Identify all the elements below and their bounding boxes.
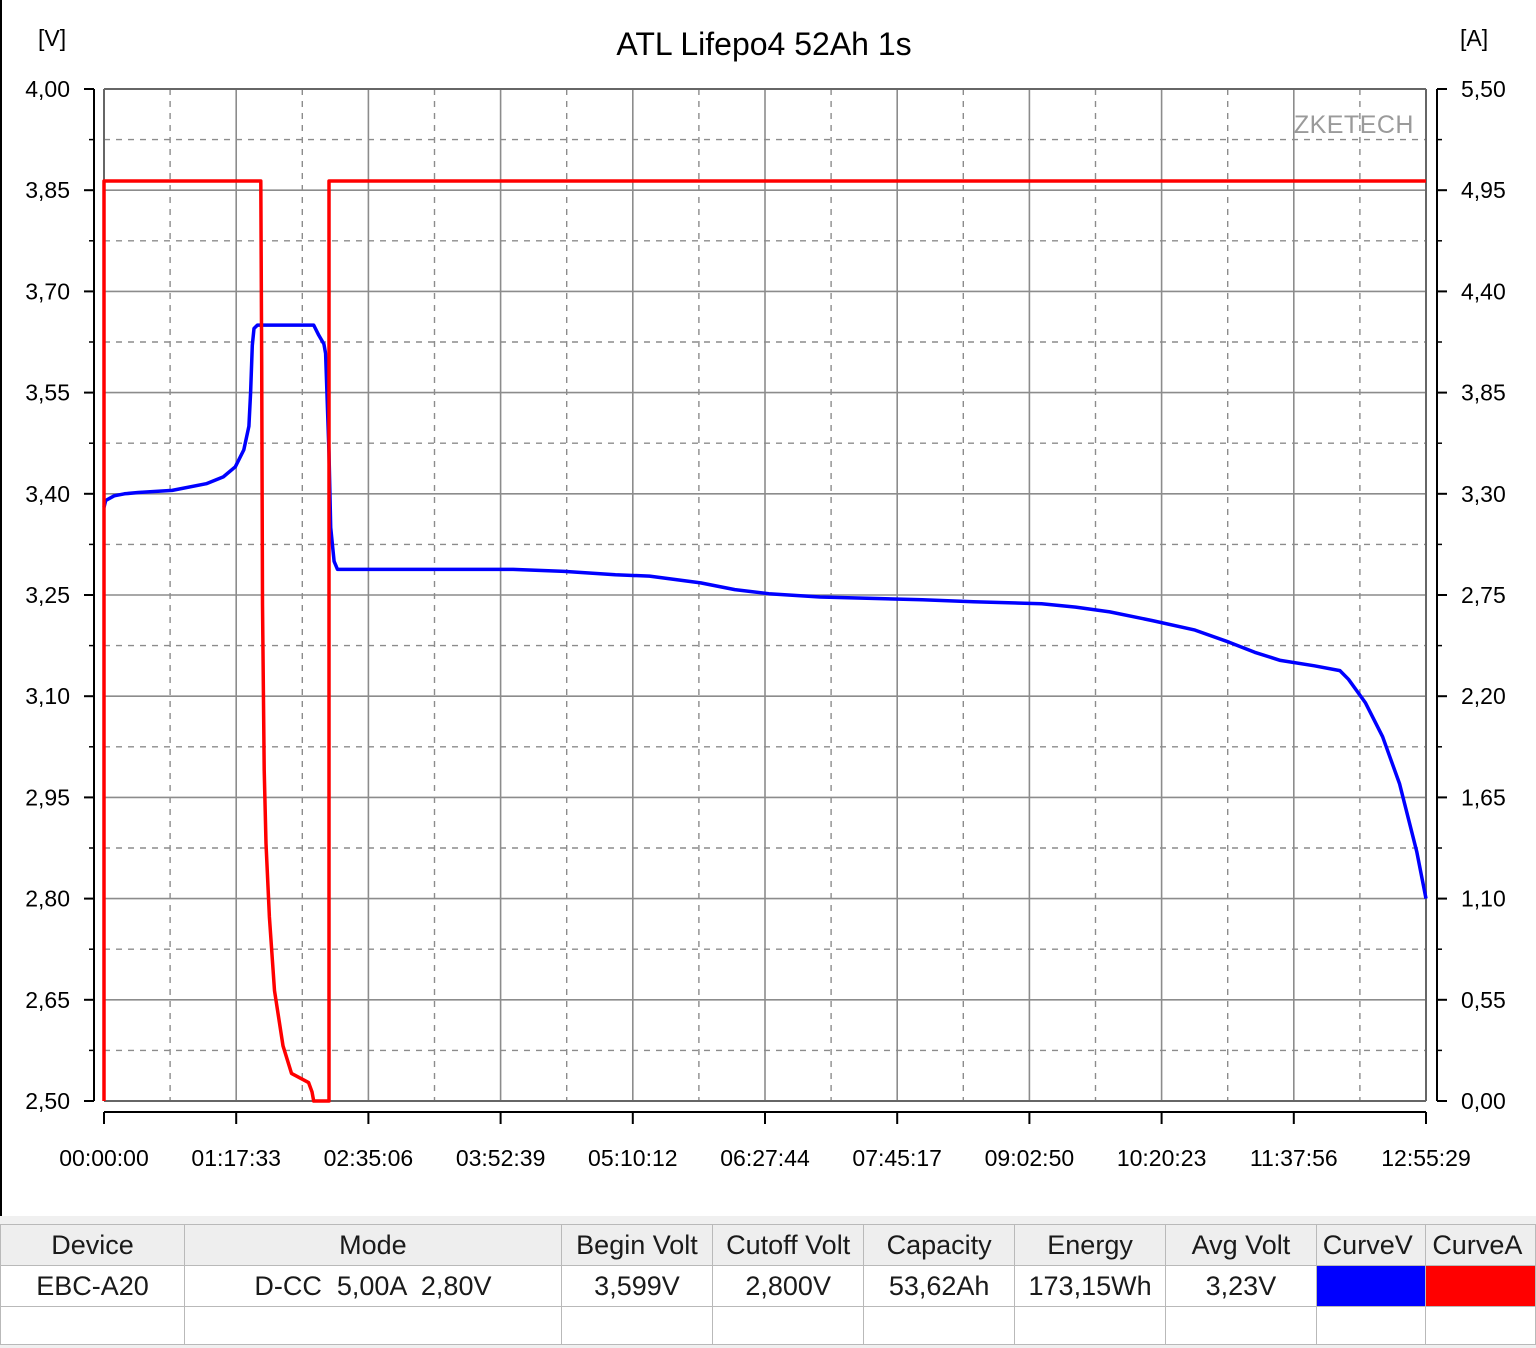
cell-capacity: 53,62Ah (863, 1265, 1015, 1307)
right-tick-label: 1,10 (1461, 886, 1506, 912)
right-tick-label: 0,00 (1461, 1088, 1506, 1114)
empty-cell (183, 1306, 562, 1345)
cell-cutoff-volt: 2,800V (712, 1265, 865, 1307)
left-tick-label: 3,10 (25, 683, 70, 709)
right-tick-label: 2,20 (1461, 683, 1506, 709)
x-tick-label: 07:45:17 (852, 1145, 942, 1171)
cell-energy: 173,15Wh (1013, 1265, 1167, 1307)
empty-cell (712, 1306, 865, 1345)
cell-avg-volt: 3,23V (1165, 1265, 1317, 1307)
left-tick-label: 3,70 (25, 278, 70, 304)
chart-canvas: ATL Lifepo4 52Ah 1s [V] [A] 4,00 5,50 3,85… (25, 25, 1506, 1171)
x-tick-label: 02:35:06 (324, 1145, 414, 1171)
right-tick-label: 3,30 (1461, 481, 1506, 507)
left-tick-label: 3,25 (25, 582, 70, 608)
curve-v-color-swatch[interactable] (1315, 1265, 1427, 1307)
chart-title: ATL Lifepo4 52Ah 1s (616, 26, 911, 62)
series (102, 179, 1428, 1103)
x-tick-label: 05:10:12 (588, 1145, 678, 1171)
x-tick-label: 06:27:44 (720, 1145, 810, 1171)
header-mode[interactable]: Mode (183, 1224, 562, 1266)
x-tick-label: 01:17:33 (191, 1145, 281, 1171)
x-tick-label: 00:00:00 (59, 1145, 149, 1171)
right-axis-unit: [A] (1460, 25, 1488, 51)
summary-panel: Device Mode Begin Volt Cutoff Volt Capac… (0, 1216, 1536, 1348)
window-left-border (0, 0, 2, 1348)
empty-cell (1165, 1306, 1317, 1345)
left-axis-unit: [V] (38, 25, 66, 51)
left-tick-label: 2,95 (25, 784, 70, 810)
right-tick-label: 4,40 (1461, 278, 1506, 304)
empty-cell (0, 1306, 185, 1345)
current-series-line (102, 179, 1426, 1103)
empty-cell (1013, 1306, 1167, 1345)
grid (104, 89, 1426, 1101)
header-avg-volt[interactable]: Avg Volt (1165, 1224, 1317, 1266)
right-tick-label: 3,85 (1461, 380, 1506, 406)
left-tick-label: 2,50 (25, 1088, 70, 1114)
left-tick-label: 2,80 (25, 886, 70, 912)
cell-begin-volt: 3,599V (560, 1265, 714, 1307)
empty-cell (1425, 1306, 1536, 1345)
right-tick-label: 5,50 (1461, 76, 1506, 102)
left-tick-label: 3,85 (25, 177, 70, 203)
header-curve-a[interactable]: CurveA (1425, 1224, 1536, 1266)
header-device[interactable]: Device (0, 1224, 185, 1266)
left-tick-label: 3,55 (25, 380, 70, 406)
x-tick-label: 03:52:39 (456, 1145, 546, 1171)
watermark-label: ZKETECH (1294, 111, 1414, 139)
empty-cell (863, 1306, 1015, 1345)
axes: 4,00 5,50 3,85 4,95 3,70 4,40 3,55 3,85 3,40 3,30… (25, 76, 1506, 1171)
cell-mode: D-CC 5,00A 2,80V (183, 1265, 562, 1307)
empty-cell (560, 1306, 714, 1345)
table-row (0, 1306, 1536, 1345)
x-tick-label: 10:20:23 (1117, 1145, 1207, 1171)
summary-table: Device Mode Begin Volt Cutoff Volt Capac… (0, 1224, 1536, 1345)
left-tick-label: 4,00 (25, 76, 70, 102)
header-begin-volt[interactable]: Begin Volt (560, 1224, 714, 1266)
header-curve-v[interactable]: CurveV (1315, 1224, 1427, 1266)
cell-device: EBC-A20 (0, 1265, 185, 1307)
voltage-series-line (102, 323, 1428, 899)
right-tick-label: 0,55 (1461, 987, 1506, 1013)
right-tick-label: 2,75 (1461, 582, 1506, 608)
header-capacity[interactable]: Capacity (863, 1224, 1015, 1266)
x-tick-label: 11:37:56 (1250, 1145, 1338, 1171)
left-tick-label: 2,65 (25, 987, 70, 1013)
right-tick-label: 4,95 (1461, 177, 1506, 203)
table-row[interactable]: EBC-A20 D-CC 5,00A 2,80V 3,599V 2,800V 5… (0, 1265, 1536, 1307)
empty-cell (1315, 1306, 1427, 1345)
x-tick-label: 12:55:29 (1381, 1145, 1471, 1171)
header-cutoff-volt[interactable]: Cutoff Volt (712, 1224, 865, 1266)
left-tick-label: 3,40 (25, 481, 70, 507)
header-energy[interactable]: Energy (1013, 1224, 1167, 1266)
right-tick-label: 1,65 (1461, 784, 1506, 810)
curve-a-color-swatch[interactable] (1425, 1265, 1536, 1307)
table-header-row: Device Mode Begin Volt Cutoff Volt Capac… (0, 1224, 1536, 1266)
x-tick-label: 09:02:50 (985, 1145, 1075, 1171)
